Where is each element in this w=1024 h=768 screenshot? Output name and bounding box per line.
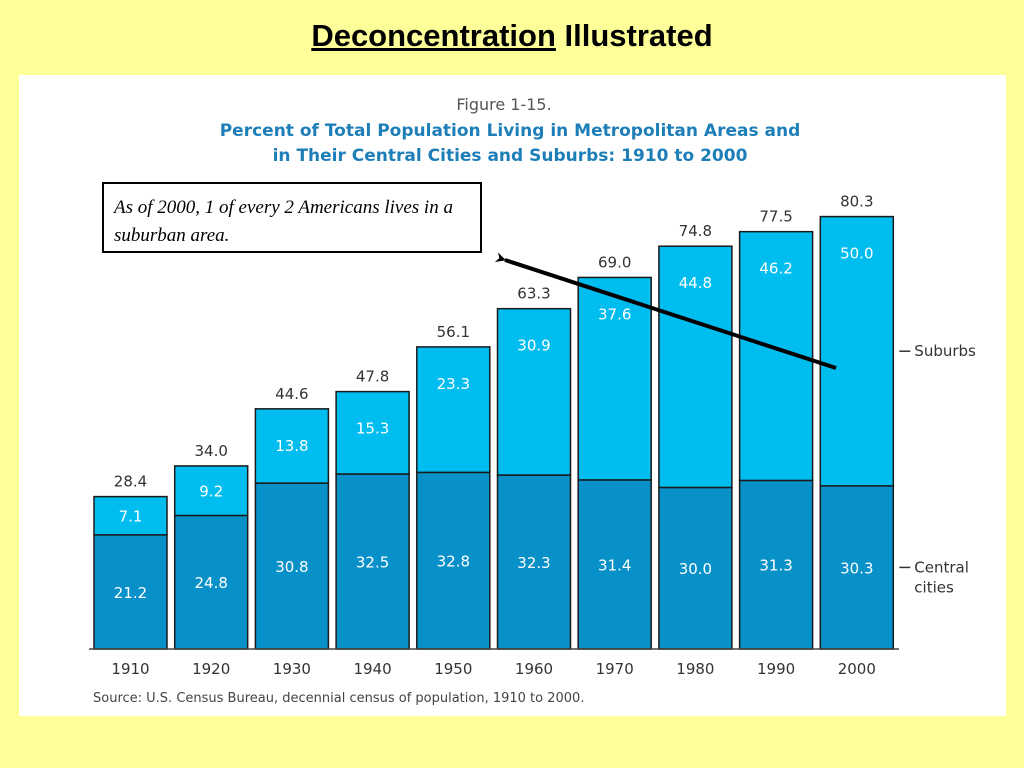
figure-title-line2: in Their Central Cities and Suburbs: 191…: [273, 146, 748, 166]
bar-suburbs: [173, 465, 249, 517]
data-label-suburbs: 13.8: [275, 437, 308, 455]
x-tick-label: 1970: [596, 660, 634, 678]
x-tick-label: 2000: [838, 660, 876, 678]
data-label-total: 28.4: [114, 473, 147, 491]
data-label-central-cities: 31.3: [759, 557, 792, 575]
figure-title-line1: Percent of Total Population Living in Me…: [220, 121, 801, 141]
data-label-suburbs: 37.6: [598, 305, 631, 323]
x-tick-label: 1930: [273, 660, 311, 678]
bar-suburbs: [819, 215, 895, 487]
legend-label-central-cities: Central cities: [914, 558, 969, 596]
x-tick-label: 1980: [676, 660, 714, 678]
data-label-total: 80.3: [840, 193, 873, 211]
data-label-central-cities: 32.5: [356, 553, 389, 571]
x-tick-label: 1910: [111, 660, 149, 678]
x-tick-label: 1960: [515, 660, 553, 678]
slide-title-underlined: Deconcentration: [311, 18, 556, 53]
x-tick-label: 1920: [192, 660, 230, 678]
legend: Suburbs Central cities: [899, 342, 976, 596]
slide-title-rest: Illustrated: [555, 18, 713, 53]
data-label-central-cities: 32.3: [517, 554, 550, 572]
bar-central-cities: [496, 474, 572, 650]
bar-central-cities: [577, 479, 652, 650]
data-label-suburbs: 9.2: [199, 483, 223, 501]
data-label-total: 34.0: [194, 442, 227, 460]
figure-source: Source: U.S. Census Bureau, decennial ce…: [93, 691, 584, 706]
data-label-suburbs: 50.0: [840, 245, 873, 263]
bar-suburbs: [738, 230, 814, 482]
bars-group: 21.2 7.1 28.4 1910 24.8 9.2 34.0 1920 30.8 13.8 44…: [93, 193, 895, 678]
callout-box: As of 2000, 1 of every 2 Americans lives…: [102, 182, 482, 253]
data-label-suburbs: 7.1: [119, 508, 143, 526]
chart-svg: Figure 1-15. Percent of Total Population…: [89, 95, 976, 706]
data-label-total: 69.0: [598, 253, 631, 271]
bar-central-cities: [738, 479, 814, 650]
data-label-suburbs: 46.2: [759, 260, 792, 278]
x-tick-label: 1990: [757, 660, 795, 678]
data-label-total: 77.5: [759, 208, 792, 226]
bar-suburbs: [93, 495, 168, 536]
bar-central-cities: [93, 534, 168, 650]
slide-title: Deconcentration Illustrated: [0, 18, 1024, 54]
data-label-total: 47.8: [356, 368, 389, 386]
legend-label-line: cities: [914, 578, 954, 596]
bar-suburbs: [658, 245, 733, 489]
data-label-total: 44.6: [275, 385, 308, 403]
figure-panel: Figure 1-15. Percent of Total Population…: [19, 75, 1006, 716]
data-label-total: 74.8: [679, 222, 712, 240]
bar-suburbs: [416, 346, 491, 474]
data-label-total: 63.3: [517, 285, 550, 303]
data-label-central-cities: 30.0: [679, 560, 712, 578]
bar-suburbs: [496, 307, 572, 476]
bar-suburbs: [254, 408, 330, 484]
data-label-central-cities: 31.4: [598, 556, 631, 574]
bar-suburbs: [577, 276, 652, 481]
x-tick-label: 1940: [354, 660, 392, 678]
data-label-suburbs: 30.9: [517, 337, 550, 355]
data-label-suburbs: 23.3: [437, 375, 470, 393]
data-label-total: 56.1: [437, 323, 470, 341]
data-label-suburbs: 15.3: [356, 420, 389, 438]
data-label-central-cities: 30.8: [275, 558, 308, 576]
data-label-central-cities: 21.2: [114, 584, 147, 602]
data-label-central-cities: 30.3: [840, 559, 873, 577]
data-label-central-cities: 24.8: [194, 574, 227, 592]
bar-suburbs: [335, 390, 410, 475]
legend-label-suburbs: Suburbs: [914, 342, 976, 360]
callout-arrow: [494, 252, 837, 370]
x-tick-label: 1950: [434, 660, 472, 678]
figure-label: Figure 1-15.: [456, 95, 551, 114]
data-label-suburbs: 44.8: [679, 274, 712, 292]
data-label-central-cities: 32.8: [437, 553, 470, 571]
bar-central-cities: [819, 485, 895, 650]
legend-label-line: Central: [914, 558, 969, 576]
